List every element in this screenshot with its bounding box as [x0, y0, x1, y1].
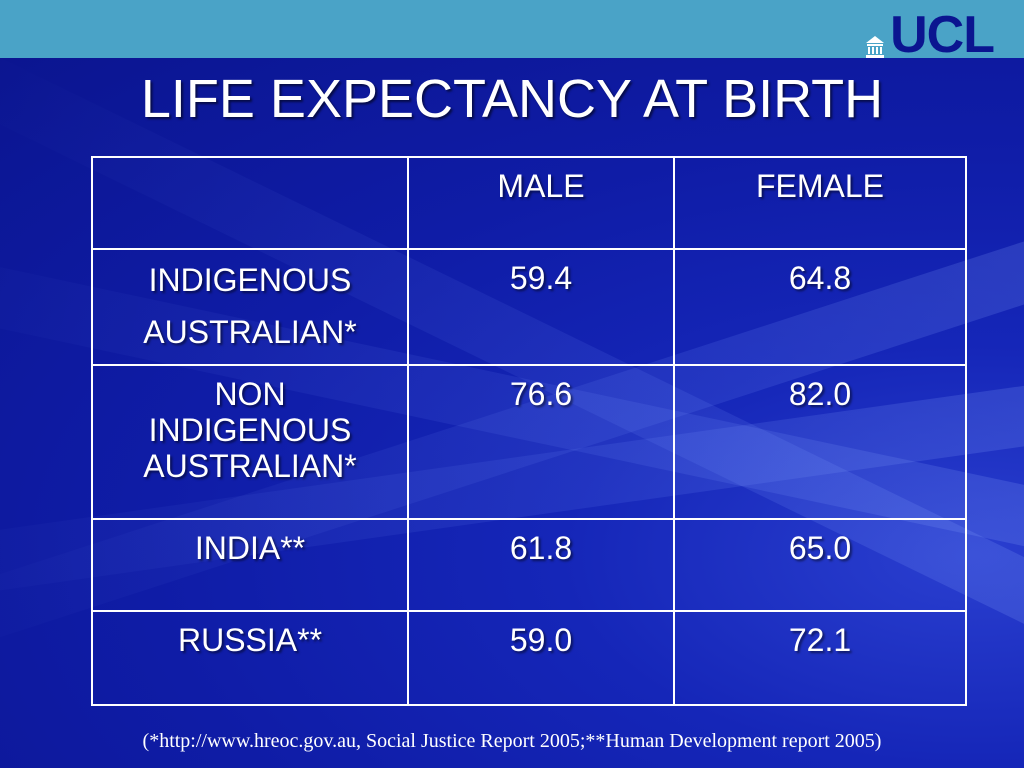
header-female: FEMALE — [673, 156, 967, 250]
male-value: 59.0 — [407, 610, 675, 706]
top-band — [0, 0, 1024, 58]
row-label: NON INDIGENOUS AUSTRALIAN* — [91, 364, 409, 520]
table-header-row: MALE FEMALE — [91, 156, 967, 250]
row-label: INDIA** — [91, 518, 409, 612]
ucl-logo: UCL — [866, 6, 995, 64]
male-value: 61.8 — [407, 518, 675, 612]
source-footnote: (*http://www.hreoc.gov.au, Social Justic… — [142, 730, 882, 752]
table-row: NON INDIGENOUS AUSTRALIAN* 76.6 82.0 — [91, 364, 967, 520]
row-label: RUSSIA** — [91, 610, 409, 706]
female-value: 65.0 — [673, 518, 967, 612]
female-value: 72.1 — [673, 610, 967, 706]
table-row: RUSSIA** 59.0 72.1 — [91, 610, 967, 706]
female-value: 82.0 — [673, 364, 967, 520]
header-male: MALE — [407, 156, 675, 250]
header-empty-cell — [91, 156, 409, 250]
page-title: LIFE EXPECTANCY AT BIRTH — [140, 69, 884, 129]
female-value: 64.8 — [673, 248, 967, 366]
ucl-portico-icon — [866, 36, 885, 58]
male-value: 76.6 — [407, 364, 675, 520]
row-label: INDIGENOUS AUSTRALIAN* — [91, 248, 409, 366]
table-row: INDIA** 61.8 65.0 — [91, 518, 967, 612]
life-expectancy-table: MALE FEMALE INDIGENOUS AUSTRALIAN* 59.4 … — [91, 156, 967, 706]
ucl-logo-text: UCL — [890, 6, 995, 64]
table-row: INDIGENOUS AUSTRALIAN* 59.4 64.8 — [91, 248, 967, 366]
male-value: 59.4 — [407, 248, 675, 366]
